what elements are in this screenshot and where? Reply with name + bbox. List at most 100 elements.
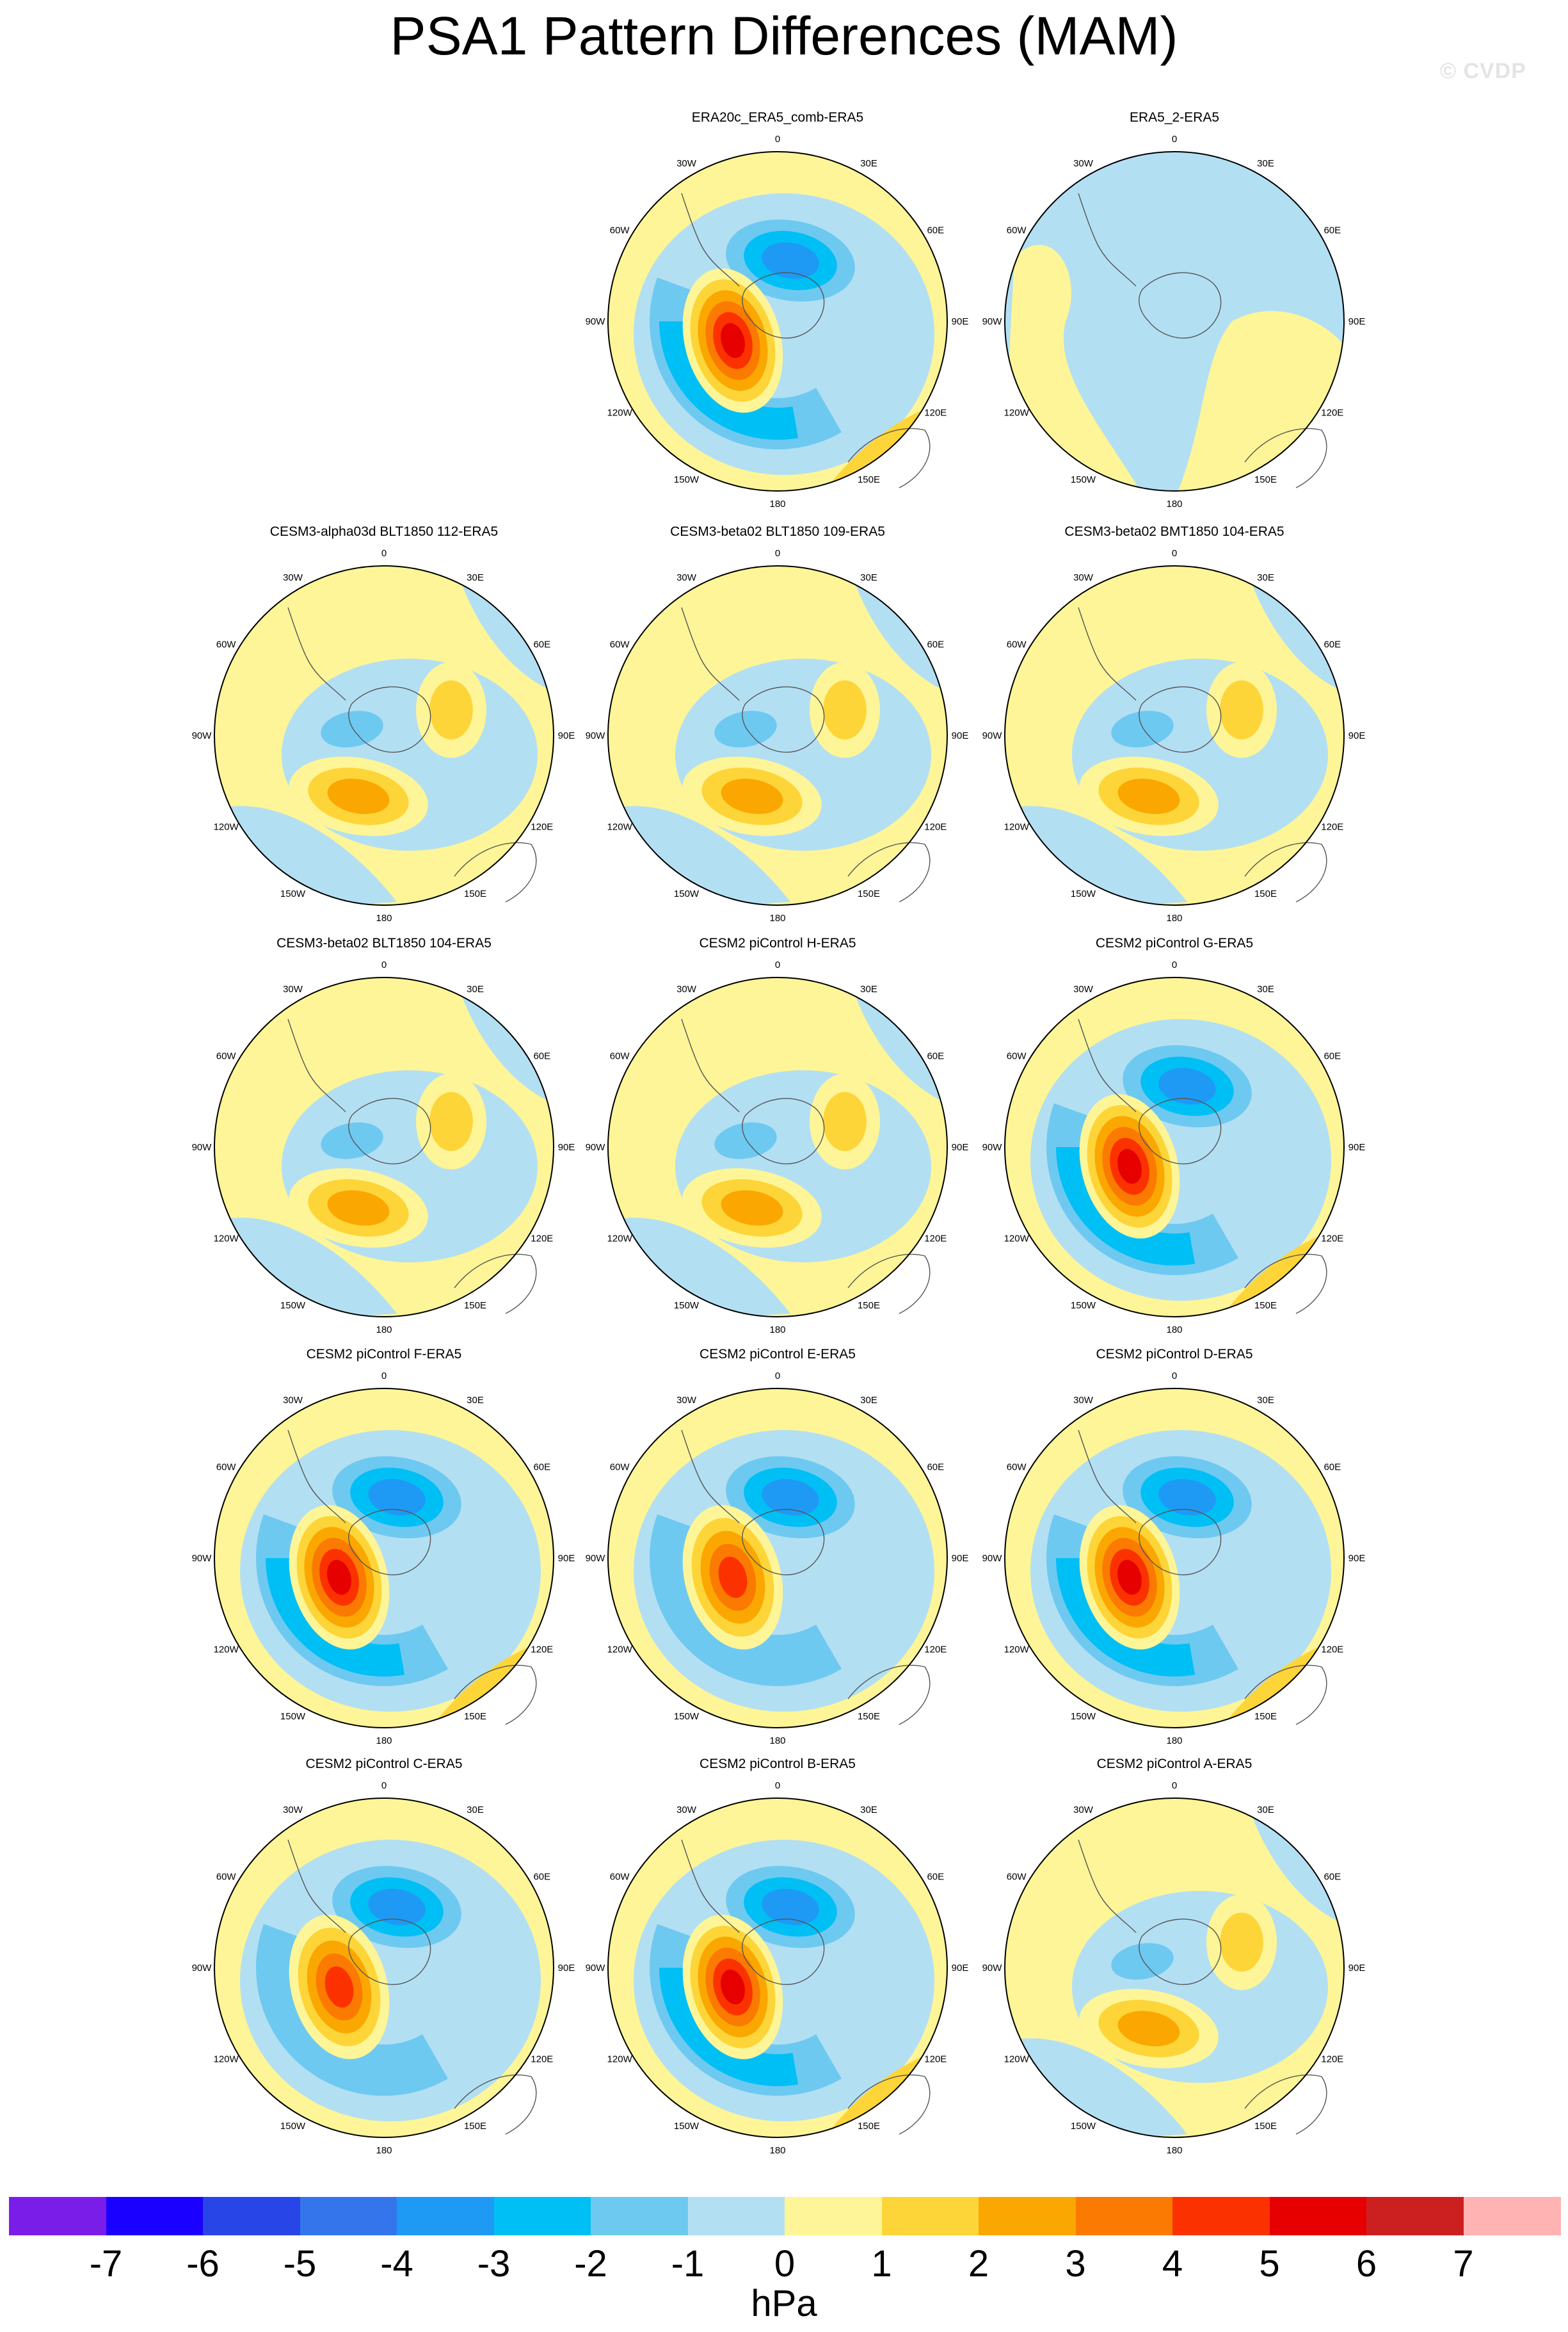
australia-outline [847,842,931,903]
longitude-label: 0 [775,134,780,145]
panel-title: CESM3-alpha03d BLT1850 112-ERA5 [269,524,499,539]
colorbar-tick-label: 6 [1356,2243,1377,2285]
positive-anomaly [718,1556,748,1598]
longitude-label: 180 [1166,913,1182,924]
longitude-label: 60W [216,639,237,650]
longitude-label: 30E [1257,158,1274,169]
longitude-label: 0 [1172,134,1177,145]
antarctica-outline [742,1509,825,1575]
positive-anomaly [1220,680,1263,740]
antarctica-outline [348,686,431,753]
antarctica-outline [742,1918,825,1985]
longitude-label: 150E [858,1300,880,1311]
antarctica-outline [742,686,825,753]
map-panel: CESM2 piControl C-ERA5 0 30E 60E 90E 120E 150… [186,1754,582,2164]
longitude-label: 180 [376,913,392,924]
panel-title: CESM2 piControl F-ERA5 [306,1347,462,1362]
longitude-label: 60E [927,1462,944,1473]
longitude-label: 180 [376,1324,392,1335]
longitude-label: 60W [216,1872,237,1883]
longitude-label: 60W [610,1051,630,1062]
longitude-label: 90W [982,1142,1003,1153]
longitude-label: 60E [533,1051,550,1062]
australia-outline [847,1664,931,1725]
negative-anomaly [762,242,819,279]
negative-anomaly [714,1122,777,1159]
figure-title: PSA1 Pattern Differences (MAM) [390,6,1178,66]
longitude-label: 150E [858,1711,880,1722]
colorbar-box [1269,2197,1367,2235]
colorbar-box [1463,2197,1561,2235]
longitude-label: 180 [1166,2145,1182,2156]
colorbar-tick-label: 0 [774,2243,796,2285]
longitude-label: 60E [927,1872,944,1883]
longitude-label: 30E [860,984,877,995]
colorbar-box [591,2197,688,2235]
australia-outline [1244,842,1327,903]
longitude-label: 150W [1071,889,1096,899]
longitude-label: 60W [1007,639,1027,650]
longitude-label: 30W [283,572,303,583]
polar-map: 0 30E 60E 90E 120E 150E 180 150W 120W 90W 60W 30W [192,1780,575,2156]
longitude-label: 90E [1348,1963,1366,1974]
longitude-label: 90W [192,1963,212,1974]
polar-map: 0 30E 60E 90E 120E 150E 180 150W 120W 90W 60W 30W [982,1780,1366,2156]
longitude-label: 60E [927,1051,944,1062]
map-border [1004,1388,1345,1728]
colorbar-tick-label: 1 [871,2243,892,2285]
longitude-label: 150W [674,889,700,899]
colorbar-box [300,2197,397,2235]
panel-title: CESM2 piControl E-ERA5 [700,1347,856,1362]
longitude-label: 150W [674,2121,700,2132]
polar-map: 0 30E 60E 90E 120E 150E 180 150W 120W 90W 60W 30W [586,548,969,924]
longitude-label: 30E [1257,984,1274,995]
longitude-label: 60W [1007,1051,1027,1062]
longitude-label: 180 [769,1324,785,1335]
south-america-outline [1078,1018,1137,1113]
positive-anomaly [721,1190,783,1226]
map-panel: CESM2 piControl F-ERA5 0 30E 60E 90E 120E 150… [186,1344,582,1754]
panel-title: CESM2 piControl D-ERA5 [1096,1347,1253,1362]
longitude-label: 60E [533,1462,550,1473]
map-panel: ERA20c_ERA5_comb-ERA5 0 30E 60E 90E 120E 150E… [579,108,976,517]
panel-title: ERA20c_ERA5_comb-ERA5 [691,110,864,125]
map-panel: ERA5_2-ERA5 0 30E 60E 90E 120E 150E 180 150W 120… [976,108,1373,517]
longitude-label: 150W [280,889,306,899]
longitude-label: 60E [1324,1462,1341,1473]
antarctica-outline [1139,686,1222,753]
longitude-label: 150W [1071,474,1096,485]
positive-anomaly [1117,2011,1180,2047]
longitude-label: 90W [192,1142,212,1153]
longitude-label: 90E [558,1553,575,1564]
south-america-outline [1078,1429,1137,1524]
longitude-label: 120E [531,822,553,833]
antarctica-outline [1139,1918,1222,1985]
negative-anomaly [762,1479,819,1516]
longitude-label: 120W [607,1644,633,1655]
australia-outline [454,1253,537,1314]
polar-map: 0 30E 60E 90E 120E 150E 180 150W 120W 90W 60W 30W [982,1371,1366,1746]
longitude-label: 30W [1073,1805,1094,1815]
longitude-label: 60W [216,1462,237,1473]
colorbar-box [397,2197,494,2235]
map-panel: CESM3-beta02 BLT1850 109-ERA5 0 30E 60E 90E… [579,522,976,931]
map-panel: CESM3-beta02 BLT1850 104-ERA5 0 30E 60E 90E… [186,933,582,1343]
contour-field [1005,566,1344,905]
polar-map: 0 30E 60E 90E 120E 150E 180 150W 120W 90W 60W 30W [586,960,969,1335]
australia-outline [454,2074,537,2135]
longitude-label: 30W [676,158,697,169]
longitude-label: 120W [1004,1234,1030,1244]
positive-anomaly [1117,1559,1142,1595]
longitude-label: 90W [192,730,212,741]
negative-anomaly [1158,1068,1216,1105]
panel-title: ERA5_2-ERA5 [1129,110,1220,125]
longitude-label: 180 [376,1735,392,1746]
longitude-label: 150W [674,1711,700,1722]
colorbar-tick-label: 7 [1453,2243,1474,2285]
longitude-label: 150W [674,474,700,485]
colorbar-box [785,2197,882,2235]
south-america-outline [1078,193,1137,287]
south-america-outline [287,1429,346,1524]
map-border [607,977,948,1317]
panel-title: CESM2 piControl C-ERA5 [305,1757,463,1771]
